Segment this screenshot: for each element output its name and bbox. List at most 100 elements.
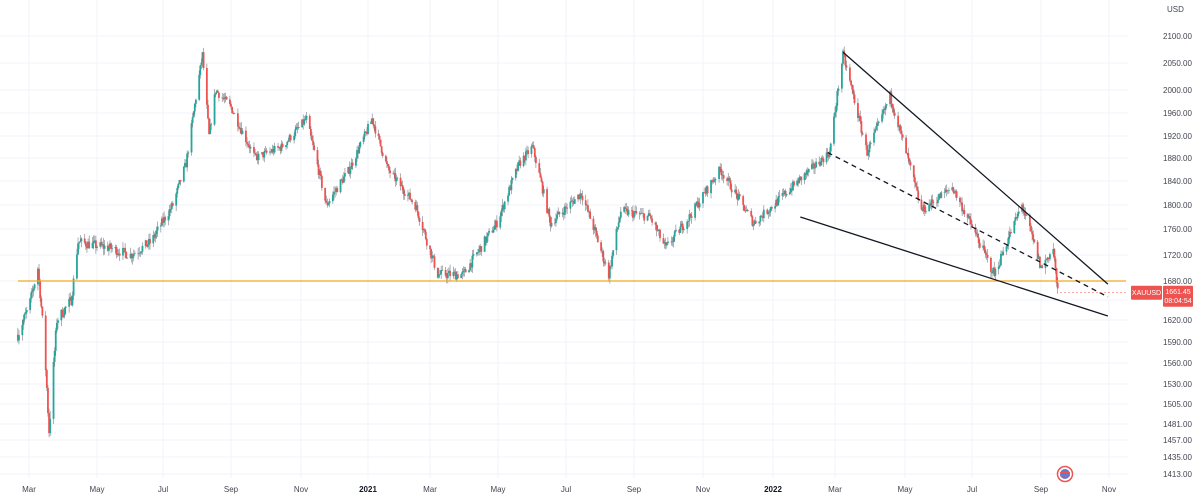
- candle: [356, 146, 358, 163]
- us-flag-icon[interactable]: [1056, 465, 1074, 483]
- candle: [257, 151, 260, 165]
- candle: [867, 149, 870, 160]
- candle-body: [793, 181, 795, 186]
- currency-label: USD: [1167, 5, 1184, 14]
- candle: [125, 251, 128, 259]
- candle-body: [616, 227, 619, 229]
- candle: [84, 241, 87, 251]
- candle-body: [417, 211, 420, 218]
- candle-body: [452, 272, 455, 277]
- candle: [775, 195, 778, 207]
- candle-body: [573, 199, 576, 204]
- candle-body: [388, 166, 390, 171]
- candle-body: [87, 241, 89, 249]
- candle: [853, 91, 856, 105]
- candle-body: [199, 65, 202, 75]
- candle-body: [48, 413, 50, 434]
- candle: [783, 189, 786, 196]
- candle-body: [396, 177, 399, 179]
- candle-body: [770, 207, 773, 209]
- candle: [899, 123, 902, 134]
- candle-body: [982, 245, 985, 248]
- candle: [993, 261, 996, 278]
- candle: [509, 185, 512, 191]
- candle-body: [1002, 251, 1005, 256]
- time-axis[interactable]: Mar May Jul Sep Nov 2021 Mar May Jul Sep Nov 2022 Ma…: [22, 485, 1116, 494]
- candle: [344, 167, 346, 181]
- candle: [99, 238, 102, 249]
- candle-body: [124, 247, 127, 253]
- time-tick-label: Jul: [158, 485, 168, 494]
- candle-body: [125, 252, 128, 259]
- candle-body: [861, 132, 864, 135]
- candle: [531, 141, 534, 148]
- candle: [835, 102, 838, 118]
- candle-body: [558, 211, 561, 215]
- candle: [18, 329, 20, 345]
- candle-body: [948, 190, 950, 191]
- candle: [943, 188, 946, 199]
- candle-body: [472, 254, 475, 256]
- candle-body: [272, 149, 275, 153]
- candle: [281, 141, 284, 148]
- candle: [718, 166, 720, 183]
- candle: [672, 234, 675, 248]
- candle-body: [729, 180, 732, 190]
- candle: [207, 99, 209, 120]
- candle-body: [463, 269, 466, 271]
- candle: [954, 189, 957, 198]
- candle: [585, 203, 588, 210]
- candle: [913, 174, 916, 189]
- candle: [156, 221, 159, 237]
- candle-body: [324, 187, 327, 201]
- candle: [449, 264, 451, 281]
- candle-body: [550, 222, 553, 227]
- candle: [541, 180, 544, 197]
- candle-body: [761, 216, 764, 219]
- candle-body: [641, 212, 643, 214]
- candle-body: [970, 219, 972, 225]
- candle-body: [1021, 204, 1023, 212]
- candle-body: [327, 203, 330, 206]
- candle: [533, 147, 536, 162]
- trendline-upper: [842, 51, 1109, 285]
- candle: [1033, 239, 1036, 244]
- candle: [634, 205, 637, 217]
- candle: [78, 242, 81, 250]
- candle: [751, 214, 754, 228]
- candle-body: [788, 192, 791, 195]
- candle-body: [875, 125, 878, 130]
- candle-body: [909, 161, 912, 166]
- price-axis[interactable]: USD 2100.00 2050.00 2000.00 1960.00 1920.00 18…: [1163, 5, 1192, 479]
- candle-body: [986, 254, 989, 258]
- candle: [961, 197, 964, 216]
- candle: [320, 174, 323, 191]
- candle-body: [57, 320, 59, 323]
- candle: [753, 219, 756, 226]
- candle-body: [917, 190, 920, 200]
- candle: [225, 95, 228, 100]
- candle: [791, 182, 793, 196]
- candle-body: [820, 157, 823, 166]
- candle-body: [269, 151, 271, 153]
- candle: [201, 51, 204, 68]
- candle-body: [968, 216, 971, 220]
- candle-body: [225, 96, 228, 100]
- candle: [994, 267, 997, 281]
- candle: [179, 179, 182, 186]
- candle-body: [664, 242, 667, 246]
- candle: [25, 306, 28, 319]
- candle: [897, 111, 900, 131]
- candle: [218, 92, 220, 102]
- candle: [387, 163, 389, 168]
- candle: [114, 244, 117, 254]
- candle-body: [736, 193, 739, 200]
- candle-body: [144, 240, 147, 246]
- candle: [492, 225, 495, 234]
- candle-body: [533, 148, 536, 158]
- candle: [480, 245, 483, 257]
- candle-body: [687, 221, 690, 222]
- candle: [88, 235, 91, 249]
